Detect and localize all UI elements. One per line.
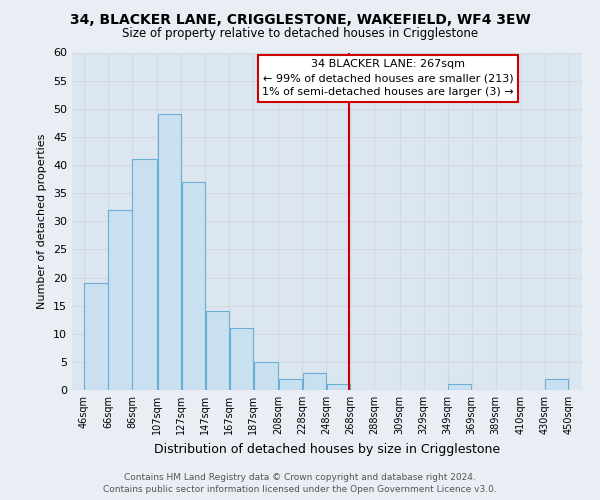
X-axis label: Distribution of detached houses by size in Crigglestone: Distribution of detached houses by size … (154, 442, 500, 456)
Text: Contains HM Land Registry data © Crown copyright and database right 2024.
Contai: Contains HM Land Registry data © Crown c… (103, 472, 497, 494)
Text: 34 BLACKER LANE: 267sqm
← 99% of detached houses are smaller (213)
1% of semi-de: 34 BLACKER LANE: 267sqm ← 99% of detache… (262, 59, 514, 97)
Bar (303, 373, 326, 390)
Bar (109, 210, 132, 390)
Bar (448, 384, 472, 390)
Bar (326, 384, 350, 390)
Bar (254, 362, 278, 390)
Bar (545, 379, 568, 390)
Bar (205, 311, 229, 390)
Y-axis label: Number of detached properties: Number of detached properties (37, 134, 47, 309)
Bar (182, 182, 205, 390)
Bar (157, 114, 181, 390)
Bar (85, 283, 108, 390)
Bar (278, 379, 302, 390)
Bar (229, 328, 253, 390)
Bar (133, 160, 157, 390)
Text: 34, BLACKER LANE, CRIGGLESTONE, WAKEFIELD, WF4 3EW: 34, BLACKER LANE, CRIGGLESTONE, WAKEFIEL… (70, 12, 530, 26)
Text: Size of property relative to detached houses in Crigglestone: Size of property relative to detached ho… (122, 28, 478, 40)
